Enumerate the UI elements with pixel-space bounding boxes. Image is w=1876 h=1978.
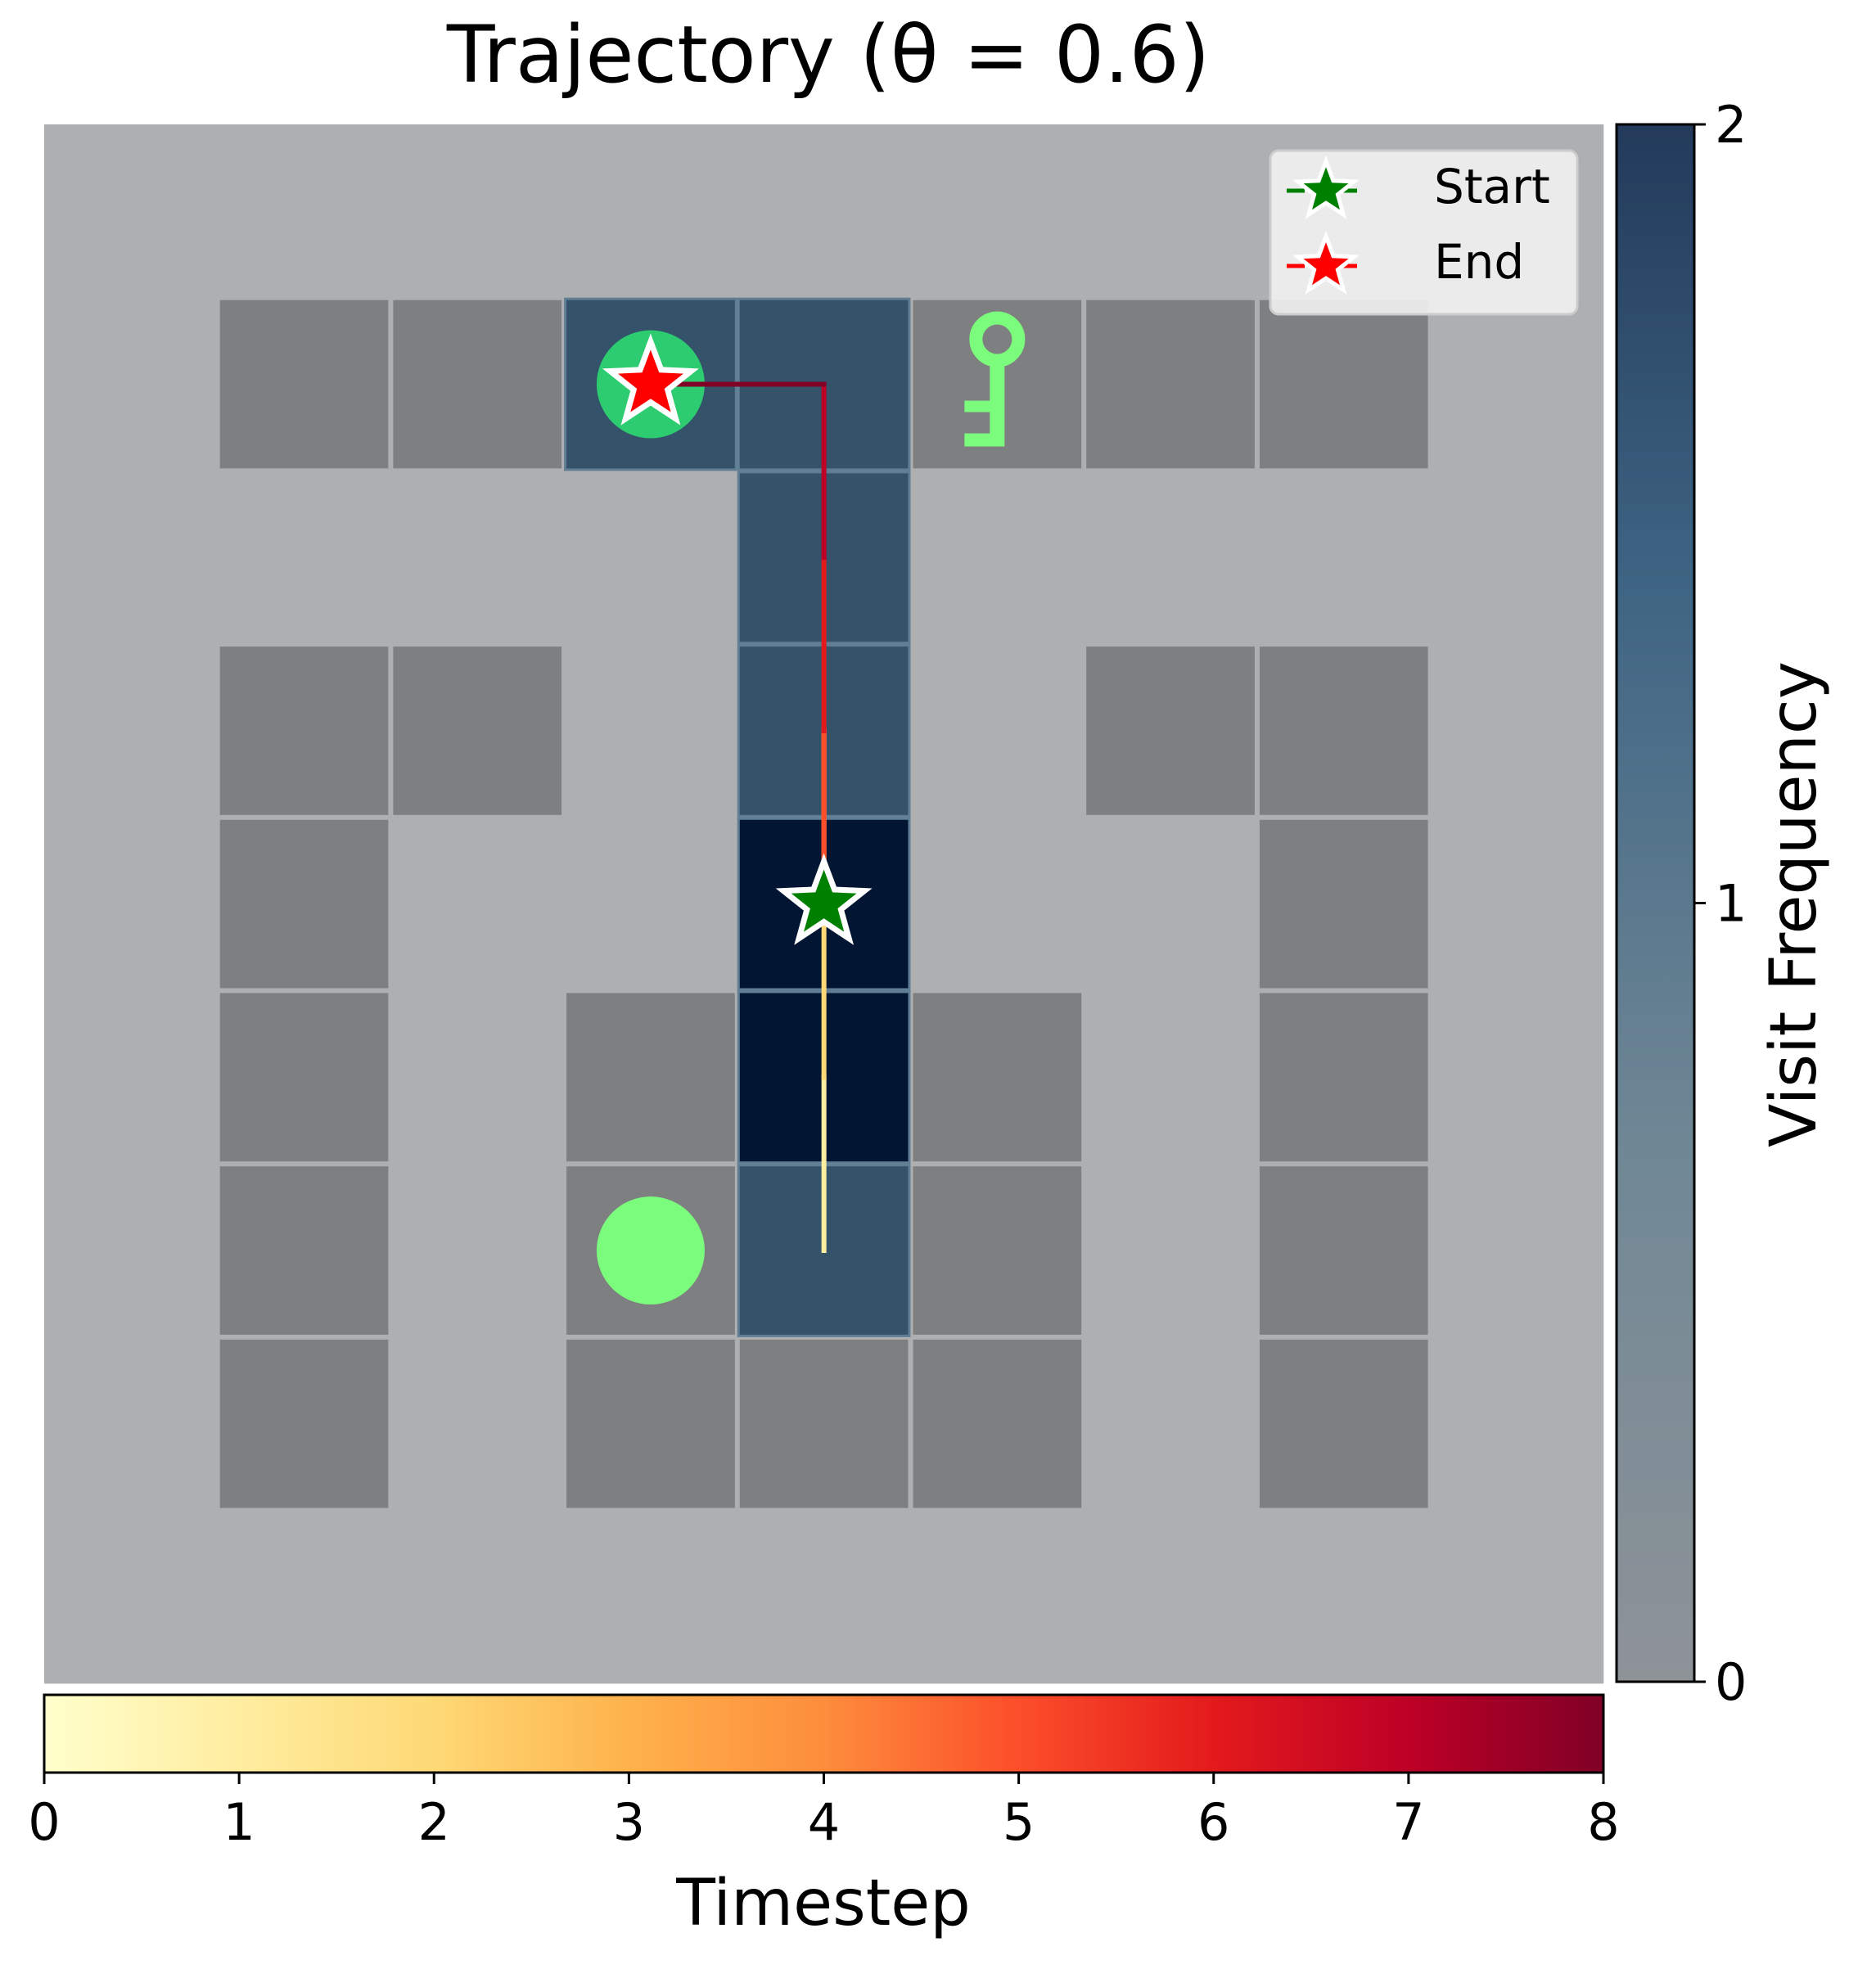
timestep-tick-label: 6 xyxy=(1197,1792,1229,1852)
ball-icon xyxy=(596,1196,705,1305)
wall-cell xyxy=(913,1166,1082,1335)
visit-colorbar-label: Visit Frequency xyxy=(1757,661,1831,1147)
wall-cell xyxy=(1259,993,1428,1162)
wall-cell xyxy=(219,993,389,1162)
legend-start-label: Start xyxy=(1434,159,1550,214)
legend-end-star-icon xyxy=(1292,230,1360,295)
timestep-tick-label: 7 xyxy=(1392,1792,1424,1852)
timestep-tick-label: 1 xyxy=(223,1792,255,1852)
timestep-colorbar: 0 1 2 3 4 5 6 7 8 Timestep xyxy=(28,1693,1620,1940)
legend-start-star-icon xyxy=(1292,155,1360,219)
visit-tick-label: 2 xyxy=(1715,95,1747,155)
wall-cell xyxy=(393,300,562,469)
wall-cell xyxy=(1259,300,1428,469)
wall-cell xyxy=(1259,1166,1428,1335)
wall-cell xyxy=(219,819,389,989)
chart-title: Trajectory (θ = 0.6) xyxy=(446,9,1210,101)
legend-end-star xyxy=(1292,230,1360,295)
wall-cell xyxy=(913,993,1082,1162)
end-star-icon xyxy=(602,333,699,426)
wall-cell xyxy=(1259,1339,1428,1508)
wall-cell xyxy=(393,647,562,815)
wall-cell xyxy=(566,993,735,1162)
wall-cell xyxy=(219,1166,389,1335)
visit-tick-label: 1 xyxy=(1715,874,1747,934)
start-star-icon xyxy=(775,853,873,945)
wall-cell xyxy=(739,1339,909,1508)
wall-cell xyxy=(1086,300,1255,469)
legend-start-star xyxy=(1292,155,1360,219)
timestep-tick-label: 4 xyxy=(808,1792,840,1852)
timestep-colorbar-fill xyxy=(43,1693,1605,1774)
wall-cell xyxy=(566,1339,735,1508)
timestep-colorbar-ticks: 0 1 2 3 4 5 6 7 8 xyxy=(28,1773,1620,1852)
wall-cell xyxy=(219,1339,389,1508)
wall-cell xyxy=(1086,647,1255,815)
timestep-tick-label: 8 xyxy=(1587,1792,1619,1852)
timestep-colorbar-label: Timestep xyxy=(675,1867,971,1940)
timestep-tick-label: 5 xyxy=(1003,1792,1035,1852)
legend: Start End xyxy=(1269,149,1579,316)
wall-cell xyxy=(913,1339,1082,1508)
wall-cell xyxy=(219,300,389,469)
legend-end-label: End xyxy=(1434,234,1524,290)
timestep-tick-label: 0 xyxy=(28,1792,60,1852)
wall-cell xyxy=(1259,647,1428,815)
timestep-tick-label: 2 xyxy=(418,1792,450,1852)
key-icon xyxy=(964,311,1026,447)
visit-colorbar-ticks: 0 1 2 xyxy=(1694,95,1747,1712)
wall-cell xyxy=(1259,819,1428,989)
visit-colorbar-fill xyxy=(1615,123,1696,1683)
timestep-tick-label: 3 xyxy=(613,1792,645,1852)
trajectory-markers xyxy=(602,333,873,945)
visit-frequency-colorbar: 0 1 2 Visit Frequency xyxy=(1615,95,1831,1712)
visit-tick-label: 0 xyxy=(1715,1652,1747,1712)
wall-cell xyxy=(219,647,389,815)
